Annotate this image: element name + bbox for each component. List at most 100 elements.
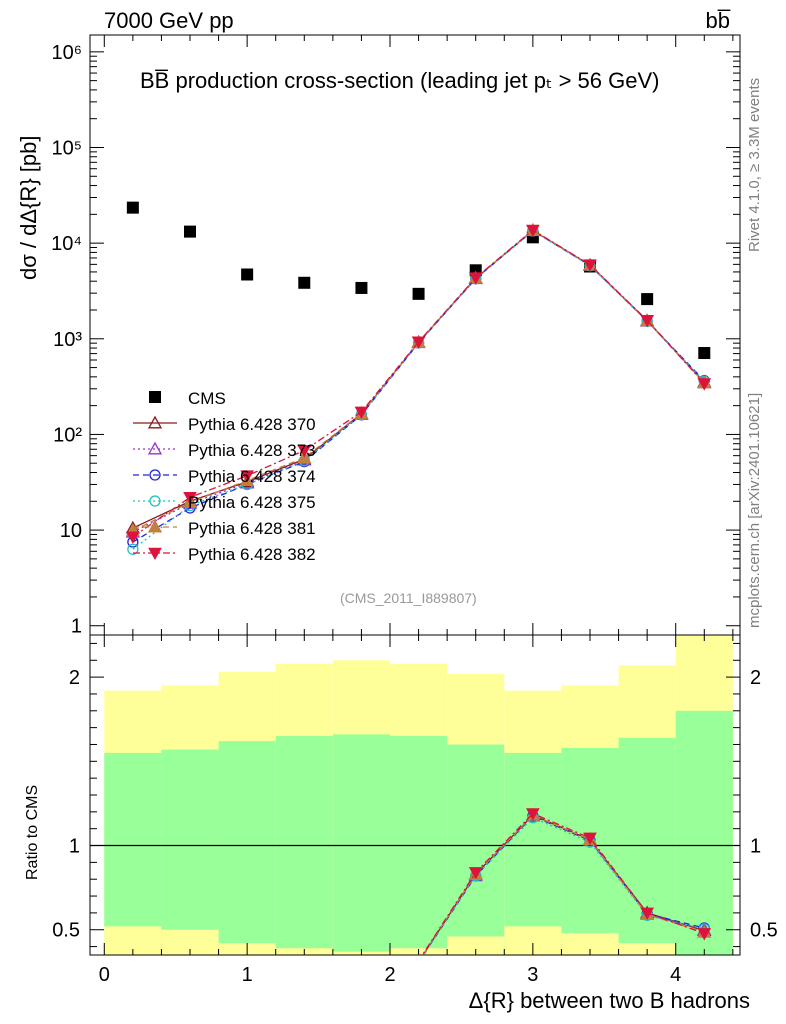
ratio-data-point — [298, 1005, 310, 1016]
ratio-series-pythia-6-428-382 — [127, 808, 712, 1020]
x-tick-label: 4 — [670, 964, 681, 986]
legend-label: Pythia 6.428 373 — [188, 441, 316, 460]
main-series-layer — [125, 201, 712, 555]
analysis-reference: (CMS_2011_I889807) — [340, 590, 477, 606]
ratio-data-point — [299, 1007, 309, 1017]
inner-band-bin — [504, 752, 562, 955]
legend-marker — [149, 391, 161, 403]
main-data-point — [298, 276, 311, 289]
main-data-point — [355, 281, 368, 294]
legend-marker — [147, 441, 163, 455]
ratio-data-point — [355, 1000, 367, 1011]
ratio-data-point — [356, 1001, 366, 1011]
ratio-data-point — [640, 907, 654, 920]
ratio-data-point — [241, 1007, 253, 1018]
main-series-pythia-6-428-382 — [126, 224, 712, 544]
main-data-point — [354, 406, 369, 419]
legend: CMS Pythia 6.428 370 Pythia 6.428 373 Pythi… — [133, 389, 316, 564]
inner-band-bin — [275, 736, 333, 955]
inner-band-bin — [675, 710, 733, 955]
mcplots-credit-text: mcplots.cern.ch [arXiv:2401.10621] — [746, 392, 763, 628]
y-tick-label: 10⁴ — [51, 233, 82, 255]
legend-marker — [147, 519, 163, 533]
main-series-line — [132, 229, 705, 538]
legend-label: Pythia 6.428 381 — [188, 519, 316, 538]
ratio-y-axis-ticks: 0.5 0.5 1 1 2 2 — [52, 642, 778, 948]
x-tick-label: 0 — [99, 964, 110, 986]
y-tick-label: 10 — [60, 520, 82, 542]
x-tick-label: 2 — [384, 964, 395, 986]
ratio-data-point — [418, 954, 419, 955]
inner-band-bin — [618, 737, 676, 955]
inner-band-bin — [561, 747, 619, 955]
corner-label-left: 7000 GeV pp — [104, 8, 234, 33]
y-tick-label: 1 — [71, 616, 82, 638]
ratio-data-point — [583, 832, 597, 845]
x-axis-label: Δ{R} between two B hadrons — [468, 988, 750, 1013]
ratio-data-point — [356, 1001, 366, 1011]
ratio-data-point — [184, 1008, 196, 1019]
legend-label: CMS — [188, 389, 226, 408]
ratio-data-point — [298, 1006, 310, 1017]
main-data-point — [127, 543, 139, 555]
legend-label: Pythia 6.428 374 — [188, 467, 316, 486]
inner-band-bin — [218, 741, 276, 955]
ratio-data-point — [355, 1000, 367, 1011]
ratio-y-tick-label: 2 — [750, 667, 761, 689]
inner-band-bin — [332, 734, 390, 955]
ratio-data-point — [414, 957, 424, 967]
y-tick-label: 10⁶ — [52, 42, 82, 64]
ratio-data-point — [184, 1009, 196, 1020]
ratio-data-point — [127, 1008, 139, 1019]
main-series-line — [132, 229, 705, 533]
legend-label: Pythia 6.428 370 — [188, 415, 316, 434]
ratio-data-point — [185, 1009, 195, 1019]
legend-marker — [148, 547, 162, 561]
ratio-data-point — [355, 1001, 367, 1012]
y-tick-label: 10⁵ — [51, 137, 82, 159]
ratio-y-tick-label: 1 — [750, 836, 761, 858]
main-data-point — [411, 336, 426, 349]
ratio-y-axis-label: Ratio to CMS — [24, 784, 41, 880]
legend-label: Pythia 6.428 375 — [188, 493, 316, 512]
x-axis-ticks: 0 1 2 3 4 — [99, 35, 734, 986]
ratio-data-point — [414, 957, 424, 967]
ratio-data-point — [241, 1007, 253, 1018]
ratio-data-point — [299, 1007, 309, 1017]
inner-band-bin — [161, 749, 219, 955]
ratio-series-line — [422, 814, 705, 955]
main-data-point — [184, 225, 196, 238]
main-y-axis-label: dσ / dΔ{R} [pb] — [16, 135, 41, 280]
y-tick-label: 10² — [53, 424, 82, 446]
main-data-point — [241, 268, 254, 281]
ratio-data-point — [697, 928, 712, 941]
ratio-y-tick-label: 1 — [69, 836, 80, 858]
inner-band-bin — [104, 752, 162, 955]
outer-band-bin — [447, 936, 505, 955]
chart-title: BB̅ production cross-section (leading je… — [140, 68, 660, 93]
legend-marker — [149, 495, 161, 507]
ratio-y-tick-label: 2 — [69, 667, 80, 689]
ratio-data-point — [418, 954, 419, 955]
inner-band-bin — [447, 744, 505, 955]
main-y-axis-ticks: 1 10 10² 10³ 10⁴ 10⁵ 10⁶ — [51, 42, 740, 638]
main-data-point — [297, 445, 312, 458]
rivet-version-text: Rivet 4.1.0, ≥ 3.3M events — [746, 77, 763, 252]
main-data-point — [583, 259, 597, 272]
corner-label-right: bb̅ — [705, 8, 730, 33]
ratio-data-point — [184, 1008, 196, 1019]
legend-label: Pythia 6.428 382 — [188, 545, 316, 564]
ratio-data-point — [418, 954, 419, 955]
ratio-data-point — [468, 867, 483, 880]
main-data-point — [468, 272, 483, 285]
ratio-data-point — [241, 1008, 253, 1019]
main-data-point — [412, 287, 425, 300]
ratio-data-point — [127, 1009, 139, 1020]
outer-band-bin — [561, 933, 619, 955]
legend-marker — [149, 469, 161, 481]
main-data-point — [126, 531, 140, 544]
ratio-data-point — [242, 1008, 252, 1018]
main-data-point — [640, 315, 654, 328]
x-tick-label: 3 — [527, 964, 538, 986]
